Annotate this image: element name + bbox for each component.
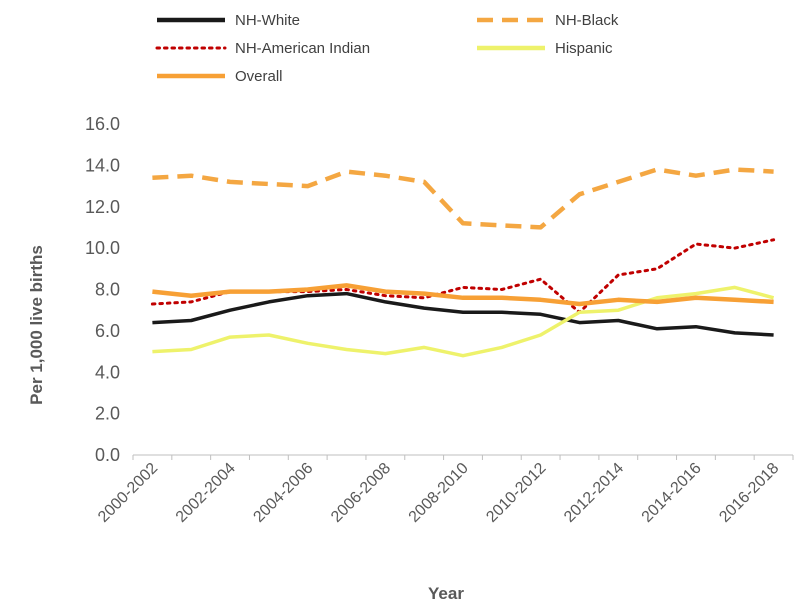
x-tick-label: 2000-2002 bbox=[95, 460, 161, 526]
y-tick-label: 8.0 bbox=[95, 280, 120, 300]
series-line-hispanic bbox=[152, 285, 775, 358]
legend-label: Overall bbox=[235, 68, 283, 85]
x-axis-title: Year bbox=[428, 584, 464, 603]
series-line-nh-white bbox=[152, 291, 774, 337]
series-line-overall bbox=[152, 283, 774, 307]
y-tick-label: 4.0 bbox=[95, 362, 120, 382]
y-tick-label: 12.0 bbox=[85, 197, 120, 217]
legend-label: NH-Black bbox=[555, 12, 619, 29]
x-tick-label: 2004-2006 bbox=[250, 460, 316, 526]
legend-label: NH-American Indian bbox=[235, 40, 370, 57]
x-tick-label: 2002-2004 bbox=[173, 460, 239, 526]
y-tick-label: 16.0 bbox=[85, 114, 120, 134]
y-tick-label: 2.0 bbox=[95, 404, 120, 424]
legend-label: NH-White bbox=[235, 12, 300, 29]
x-tick-label: 2008-2010 bbox=[406, 460, 472, 526]
x-axis-ticks: 2000-2002 2002-2004 2004-2006 2006-2008 2008… bbox=[95, 455, 794, 526]
x-tick-label: 2010-2012 bbox=[483, 460, 549, 526]
x-tick-label: 2016-2018 bbox=[716, 460, 782, 526]
series-line-nh-black bbox=[152, 167, 774, 230]
y-tick-label: 6.0 bbox=[95, 321, 120, 341]
y-tick-label: 0.0 bbox=[95, 445, 120, 465]
y-tick-label: 14.0 bbox=[85, 155, 120, 175]
y-tick-label: 10.0 bbox=[85, 238, 120, 258]
x-tick-label: 2014-2016 bbox=[639, 460, 705, 526]
x-tick-label: 2012-2014 bbox=[561, 460, 627, 526]
y-axis-title: Per 1,000 live births bbox=[27, 245, 46, 405]
y-axis-ticks: 0.0 2.0 4.0 6.0 8.0 10.0 12.0 14.0 16.0 bbox=[85, 114, 120, 465]
legend-label: Hispanic bbox=[555, 40, 613, 57]
legend: NH-White NH-Black NH-American Indian Hispan… bbox=[155, 12, 619, 85]
series-lines bbox=[150, 167, 776, 358]
x-tick-label: 2006-2008 bbox=[328, 460, 394, 526]
